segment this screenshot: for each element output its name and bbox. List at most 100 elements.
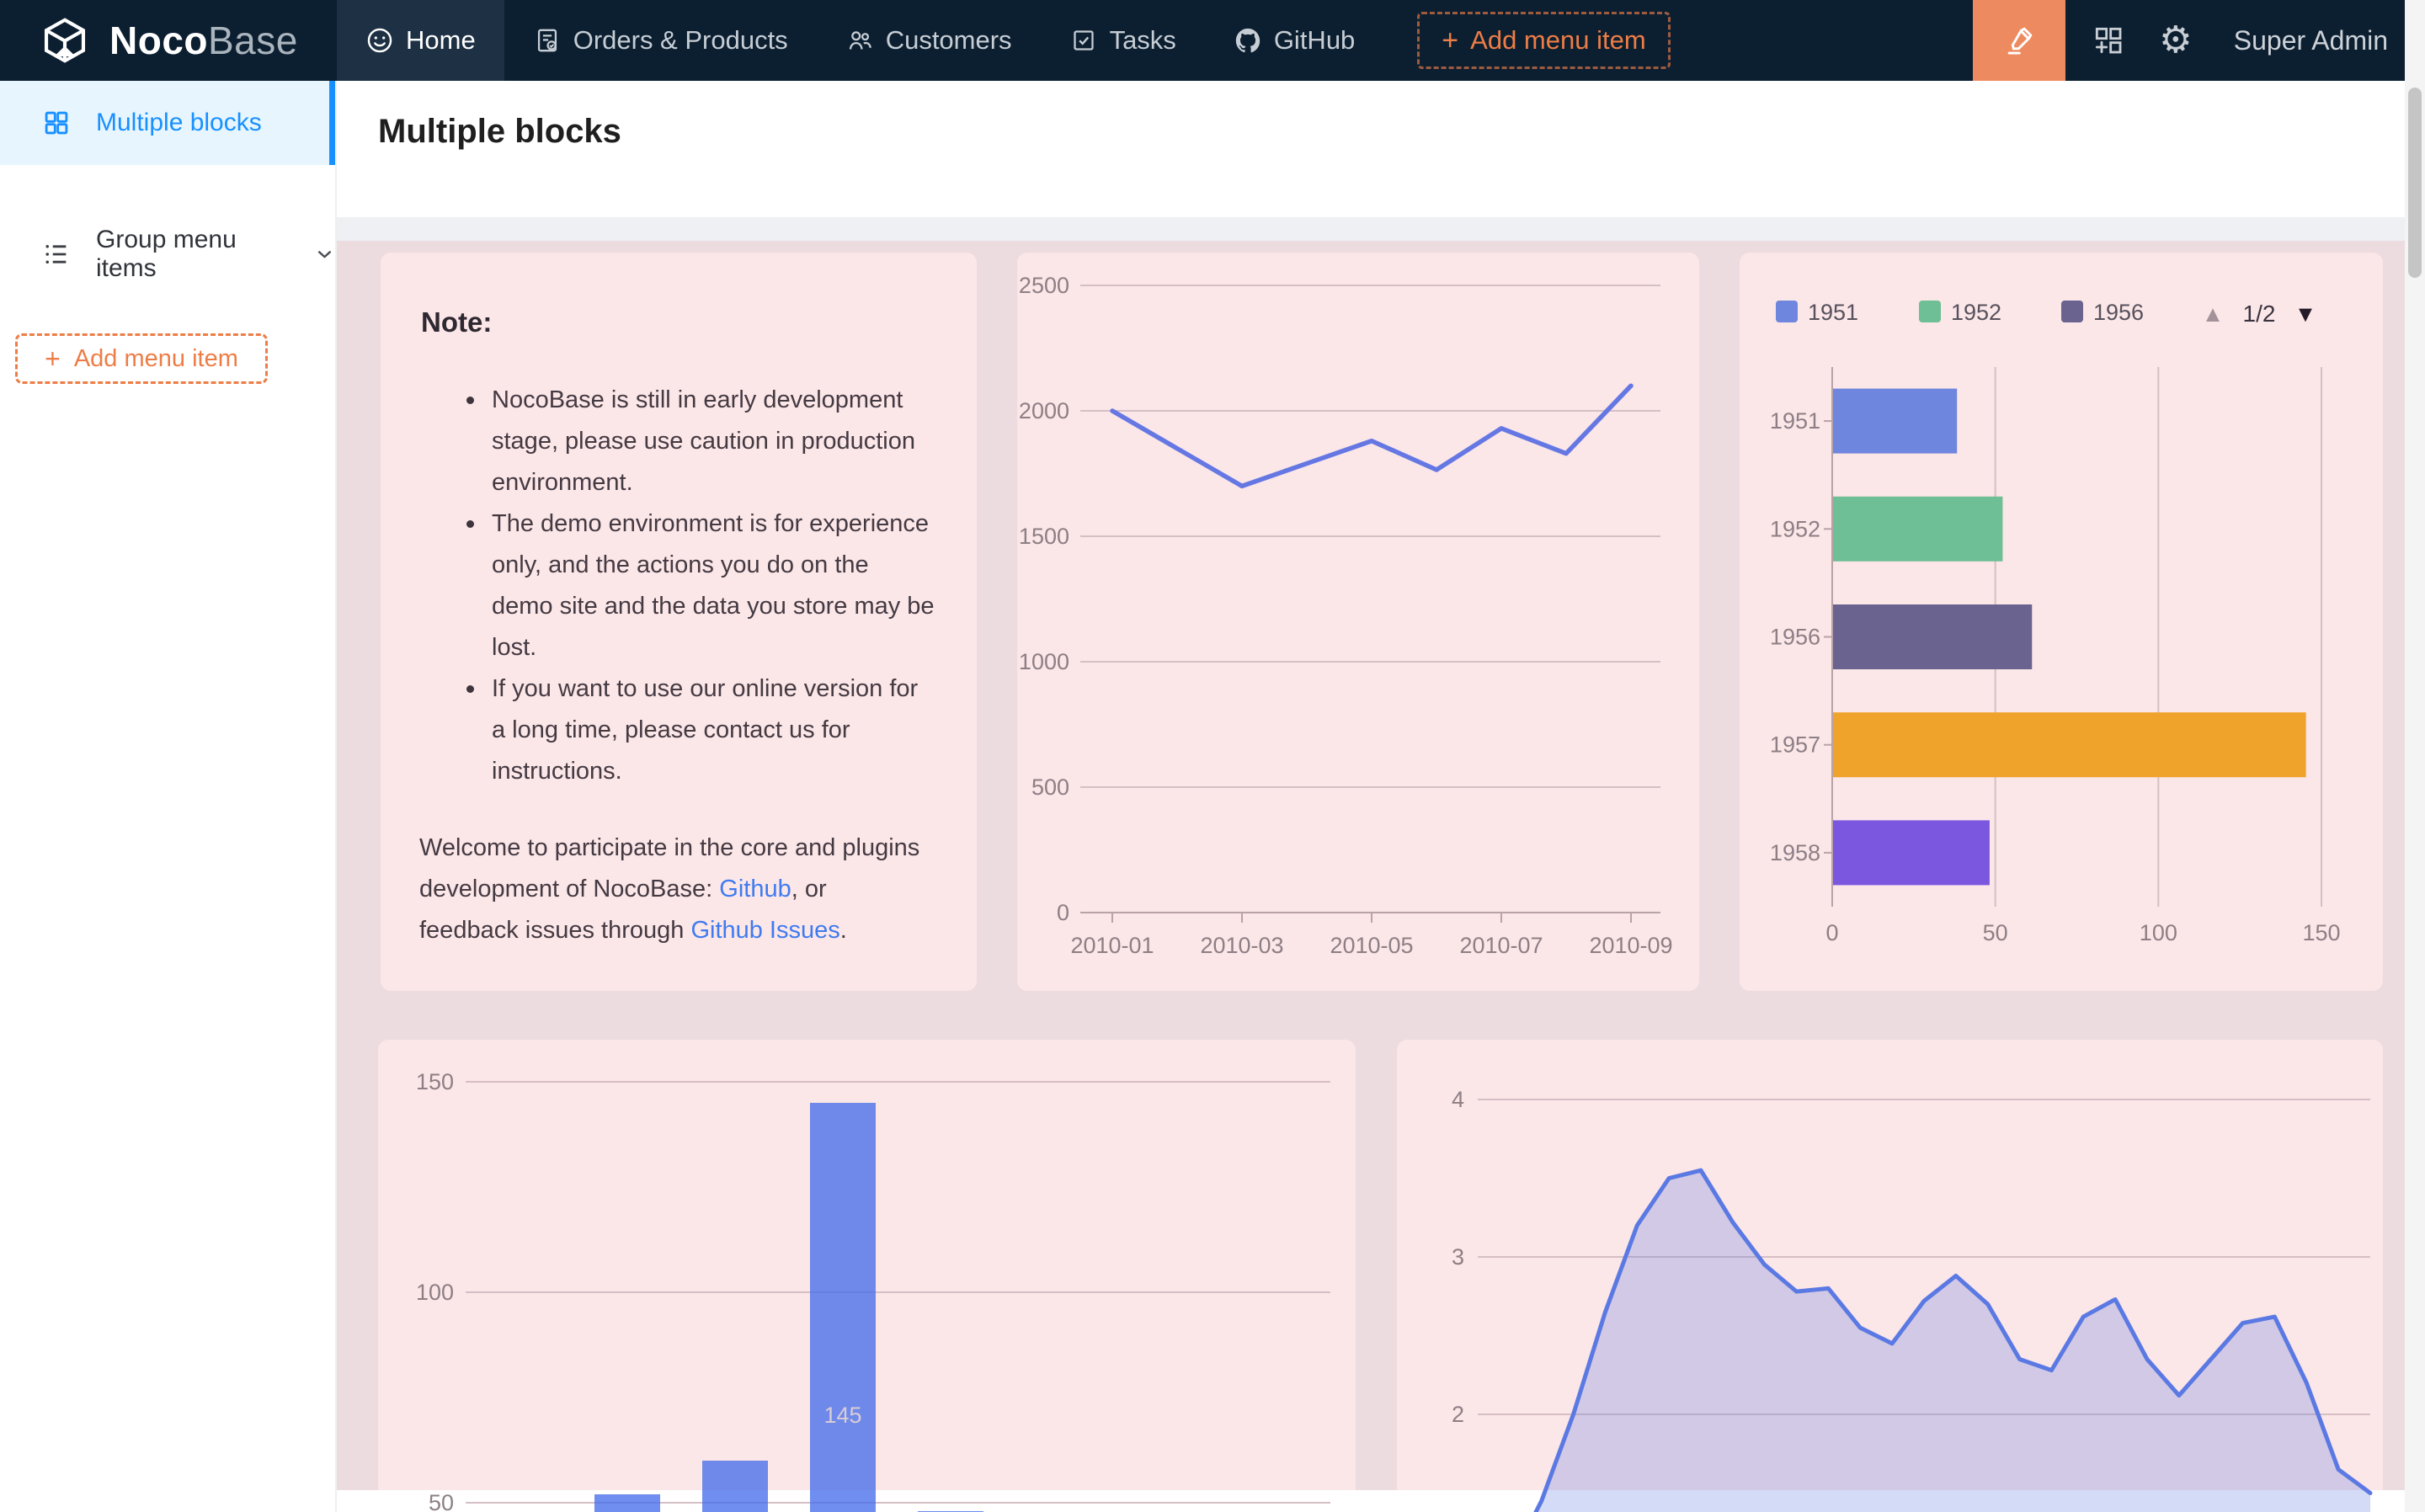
line-chart: 0 500 1000 1500 2000 2500 2010-01 2010-03 2010-0… <box>1019 273 1673 958</box>
svg-text:1958: 1958 <box>1770 840 1820 865</box>
svg-text:2: 2 <box>1452 1402 1464 1427</box>
svg-text:50: 50 <box>429 1490 454 1512</box>
ui-editor-button[interactable] <box>1972 0 2065 81</box>
top-nav: NocoBase Home Orders & Products <box>0 0 2425 81</box>
sidebar-item-label: Group menu items <box>96 226 237 282</box>
note-paragraph: Welcome to participate in the core and p… <box>419 834 920 944</box>
highlighter-icon <box>2007 27 2033 55</box>
markdown-note-block[interactable]: Note: NocoBase is still in early develop… <box>381 253 977 991</box>
customers-icon <box>849 31 871 50</box>
sidebar-add-label: Add menu item <box>73 344 238 372</box>
sidebar-add-menu-item-button[interactable]: + Add menu item <box>15 333 268 384</box>
svg-text:100: 100 <box>416 1280 454 1305</box>
note-heading: Note: <box>421 306 493 338</box>
svg-text:4: 4 <box>1452 1087 1464 1112</box>
svg-text:1952: 1952 <box>1951 300 2001 325</box>
horizontal-bar-chart: 1951 1952 1956 ▲ 1/2 ▼ 0 50 100 150 1951 1952 1956 19… <box>1770 300 2341 945</box>
svg-text:1957: 1957 <box>1770 732 1820 758</box>
note-content: Note: NocoBase is still in early develop… <box>381 253 977 991</box>
nav-item-customers[interactable]: Customers <box>817 0 1041 81</box>
svg-text:0: 0 <box>1057 900 1069 925</box>
svg-text:0: 0 <box>1825 920 1838 945</box>
scrollbar-thumb[interactable] <box>2408 88 2422 278</box>
note-bullet: The demo environment is for experience o… <box>463 503 935 668</box>
note-paragraphs: Welcome to participate in the core and p… <box>419 828 938 991</box>
sidebar-item-group-menu-items[interactable]: Group menu items <box>0 212 335 296</box>
nav-item-tasks[interactable]: Tasks <box>1041 0 1205 81</box>
svg-text:1951: 1951 <box>1770 408 1820 434</box>
nav-item-orders-products[interactable]: Orders & Products <box>504 0 817 81</box>
sidebar: Multiple blocks Group menu items + Add m… <box>0 81 337 1512</box>
svg-text:2010-09: 2010-09 <box>1589 933 1672 958</box>
chevron-down-icon <box>318 251 332 258</box>
area-chart: 4 3 2 <box>1452 1087 2373 1512</box>
svg-text:2010-07: 2010-07 <box>1459 933 1543 958</box>
blocks-grid-icon <box>45 111 68 135</box>
svg-text:▲: ▲ <box>2202 301 2225 327</box>
svg-text:150: 150 <box>2302 920 2340 945</box>
horizontal-bar-chart-block[interactable]: 1951 1952 1956 ▲ 1/2 ▼ 0 50 100 150 1951 1952 1956 19… <box>1740 253 2383 991</box>
plus-icon: + <box>1442 24 1459 56</box>
tasks-icon <box>1073 30 1094 51</box>
nav-add-label: Add menu item <box>1470 25 1646 55</box>
svg-text:▼: ▼ <box>2294 301 2317 327</box>
page-header: Multiple blocks <box>337 81 2405 217</box>
area-chart-block[interactable]: 4 3 2 <box>1397 1040 2383 1512</box>
bar-chart: 150 100 50 145 <box>416 1069 1330 1512</box>
appstore-add-icon <box>2095 27 2122 54</box>
sidebar-item-label: Multiple blocks <box>96 109 262 136</box>
page-header-divider <box>337 217 2405 241</box>
note-bullet: If you want to use our online version fo… <box>463 668 935 792</box>
sidebar-item-multiple-blocks[interactable]: Multiple blocks <box>0 81 335 165</box>
svg-text:1951: 1951 <box>1808 300 1858 325</box>
add-block-templates-button[interactable] <box>2084 0 2133 81</box>
svg-text:50: 50 <box>1983 920 2008 945</box>
nav-menu: Home Orders & Products Customers <box>337 0 1671 81</box>
github-icon <box>1235 28 1260 53</box>
note-bullet: NocoBase is still in early development s… <box>463 380 935 503</box>
note-link[interactable]: Github <box>719 876 791 902</box>
svg-text:100: 100 <box>2140 920 2177 945</box>
nav-right-cluster: ⚙ Super Admin <box>1972 0 2388 81</box>
page-scrollbar[interactable] <box>2405 0 2425 1512</box>
nav-item-github[interactable]: GitHub <box>1205 0 1383 81</box>
svg-text:145: 145 <box>823 1403 861 1428</box>
svg-text:2010-01: 2010-01 <box>1070 933 1154 958</box>
svg-text:2010-05: 2010-05 <box>1330 933 1413 958</box>
note-link[interactable]: Github Issues <box>690 917 840 944</box>
orders-icon <box>537 29 557 52</box>
settings-button[interactable]: ⚙ <box>2151 0 2200 81</box>
plus-icon: + <box>45 343 61 374</box>
svg-text:2010-03: 2010-03 <box>1200 933 1283 958</box>
svg-text:500: 500 <box>1031 775 1069 800</box>
nav-item-label: GitHub <box>1273 25 1356 55</box>
svg-text:1956: 1956 <box>1770 625 1820 650</box>
list-icon <box>45 245 67 264</box>
gear-icon: ⚙ <box>2159 19 2193 61</box>
svg-text:2000: 2000 <box>1019 398 1069 423</box>
svg-text:1/2: 1/2 <box>2243 301 2276 327</box>
page-title: Multiple blocks <box>378 113 621 150</box>
svg-text:1952: 1952 <box>1770 516 1820 541</box>
nav-item-home[interactable]: Home <box>337 0 504 81</box>
nav-item-label: Customers <box>885 25 1012 55</box>
nav-item-label: Tasks <box>1109 25 1176 55</box>
note-paragraph: If you need technical support services, … <box>419 987 930 991</box>
nav-item-label: Home <box>406 25 476 55</box>
svg-text:1500: 1500 <box>1019 524 1069 549</box>
logo-text: NocoBase <box>109 19 298 62</box>
svg-text:150: 150 <box>416 1069 454 1094</box>
svg-text:2500: 2500 <box>1019 273 1069 298</box>
blocks-drop-zone: Note: NocoBase is still in early develop… <box>337 241 2405 1512</box>
svg-text:1000: 1000 <box>1019 649 1069 674</box>
bar-chart-block[interactable]: 150 100 50 145 <box>378 1040 1356 1512</box>
svg-text:3: 3 <box>1452 1244 1464 1270</box>
svg-text:1956: 1956 <box>2093 300 2144 325</box>
user-menu[interactable]: Super Admin <box>2233 24 2388 56</box>
nav-item-label: Orders & Products <box>573 25 788 55</box>
nocobase-cube-icon <box>44 18 86 63</box>
line-chart-block[interactable]: 0 500 1000 1500 2000 2500 2010-01 2010-03 2010-0… <box>1017 253 1699 991</box>
nocobase-logo[interactable]: NocoBase <box>0 0 337 81</box>
smile-icon <box>367 28 392 53</box>
nav-add-menu-item-button[interactable]: + Add menu item <box>1417 12 1671 69</box>
